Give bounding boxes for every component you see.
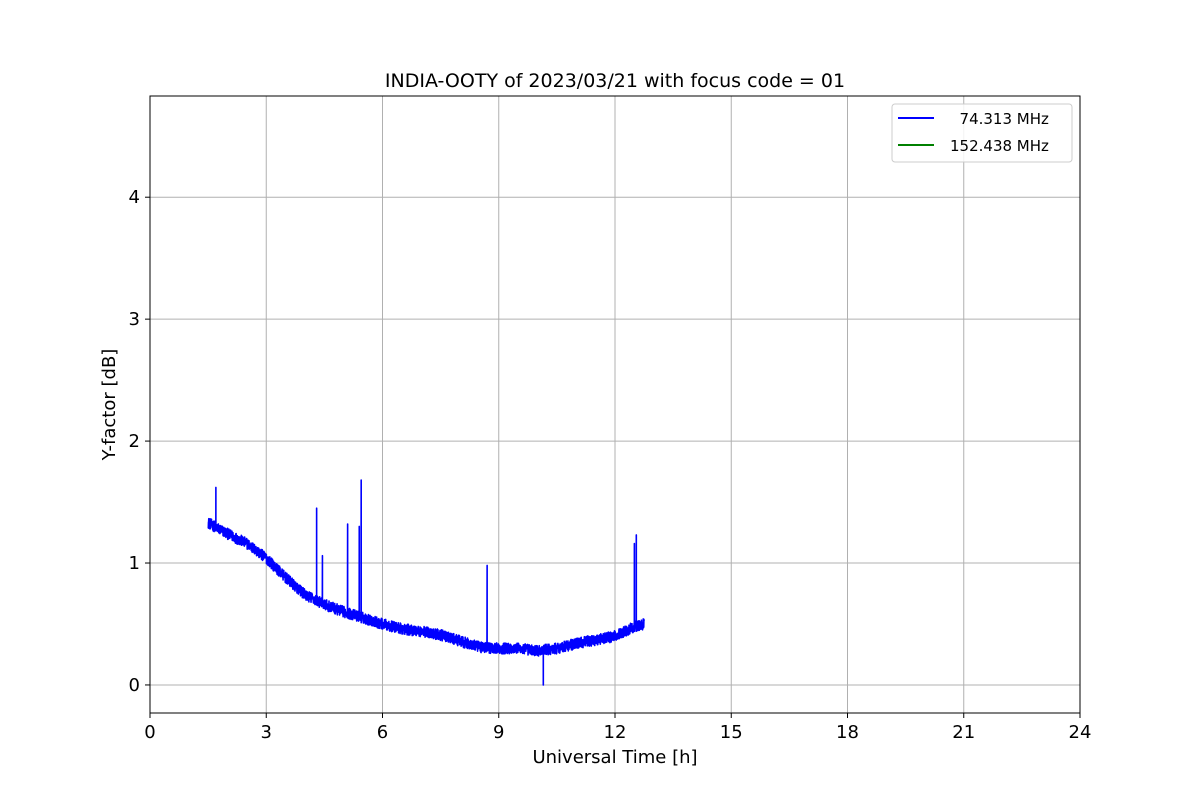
series-line-74mhz bbox=[207, 479, 645, 686]
y-tick-label: 4 bbox=[129, 187, 140, 208]
y-tick-label: 0 bbox=[129, 675, 140, 696]
legend-box bbox=[891, 103, 1073, 163]
x-tick-label: 6 bbox=[377, 722, 388, 743]
legend: 74.313 MHz 152.438 MHz bbox=[891, 103, 1073, 163]
x-tick-label: 9 bbox=[493, 722, 504, 743]
x-tick-label: 18 bbox=[836, 722, 859, 743]
x-tick-label: 12 bbox=[604, 722, 627, 743]
x-tick-label: 15 bbox=[720, 722, 743, 743]
y-tick-label: 1 bbox=[129, 553, 140, 574]
x-axis-label: Universal Time [h] bbox=[532, 747, 697, 768]
plot-series bbox=[207, 479, 645, 686]
legend-label-152mhz: 152.438 MHz bbox=[950, 137, 1049, 155]
chart-title: INDIA-OOTY of 2023/03/21 with focus code… bbox=[385, 70, 845, 92]
legend-label-74mhz: 74.313 MHz bbox=[950, 110, 1049, 128]
x-tick-label: 24 bbox=[1069, 722, 1092, 743]
y-tick-label: 3 bbox=[129, 309, 140, 330]
y-axis-label: Y-factor [dB] bbox=[99, 349, 120, 462]
y-tick-label: 2 bbox=[129, 431, 140, 452]
x-tick-label: 3 bbox=[261, 722, 272, 743]
x-tick-label: 21 bbox=[952, 722, 975, 743]
x-tick-label: 0 bbox=[144, 722, 155, 743]
